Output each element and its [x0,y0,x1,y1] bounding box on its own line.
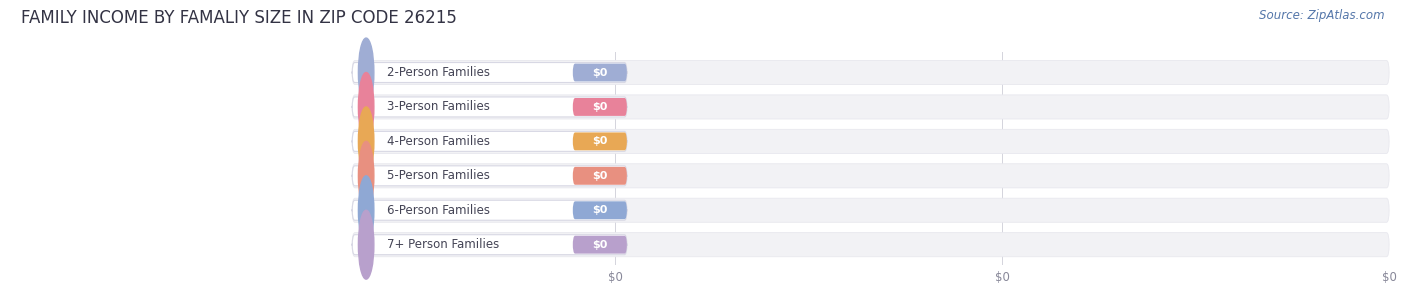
Circle shape [359,73,374,142]
Text: $0: $0 [592,67,607,77]
Text: FAMILY INCOME BY FAMALIY SIZE IN ZIP CODE 26215: FAMILY INCOME BY FAMALIY SIZE IN ZIP COD… [21,9,457,27]
FancyBboxPatch shape [572,201,627,219]
Text: 6-Person Families: 6-Person Families [387,204,491,217]
Circle shape [359,38,374,107]
Text: $0: $0 [592,205,607,215]
FancyBboxPatch shape [353,131,627,151]
Circle shape [359,210,374,279]
Text: 3-Person Families: 3-Person Families [387,100,489,113]
FancyBboxPatch shape [353,129,1389,153]
FancyBboxPatch shape [353,60,1389,84]
FancyBboxPatch shape [353,63,627,82]
FancyBboxPatch shape [353,97,627,117]
FancyBboxPatch shape [572,98,627,116]
Text: 5-Person Families: 5-Person Families [387,169,489,182]
FancyBboxPatch shape [353,233,1389,257]
FancyBboxPatch shape [353,95,1389,119]
FancyBboxPatch shape [353,200,627,220]
Circle shape [359,107,374,176]
Circle shape [359,176,374,245]
FancyBboxPatch shape [572,236,627,254]
FancyBboxPatch shape [353,164,1389,188]
Text: $0: $0 [592,136,607,146]
FancyBboxPatch shape [353,166,627,186]
Text: 2-Person Families: 2-Person Families [387,66,491,79]
Text: Source: ZipAtlas.com: Source: ZipAtlas.com [1260,9,1385,22]
Text: 4-Person Families: 4-Person Families [387,135,491,148]
FancyBboxPatch shape [572,167,627,185]
Text: 7+ Person Families: 7+ Person Families [387,238,499,251]
FancyBboxPatch shape [353,198,1389,222]
FancyBboxPatch shape [572,132,627,150]
Text: $0: $0 [592,240,607,250]
Text: $0: $0 [592,102,607,112]
FancyBboxPatch shape [353,235,627,255]
Circle shape [359,142,374,210]
Text: $0: $0 [592,171,607,181]
FancyBboxPatch shape [572,63,627,81]
